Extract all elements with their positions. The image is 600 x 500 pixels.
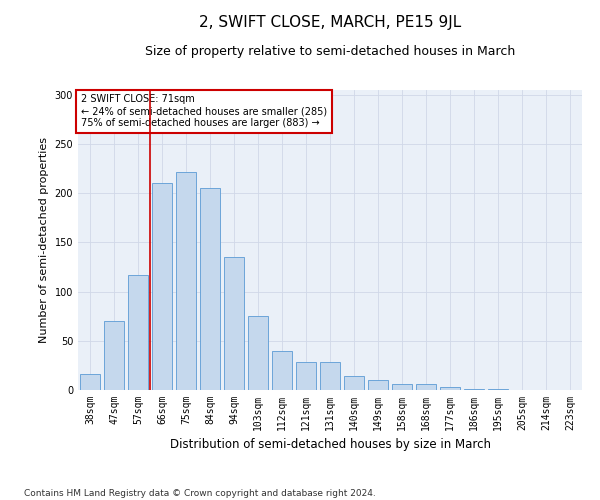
Bar [152,184,172,390]
Bar [80,374,100,390]
Bar [392,384,412,390]
Bar [104,321,124,390]
Bar [320,362,340,390]
Bar [200,188,220,390]
Bar [272,350,292,390]
Bar [440,387,460,390]
Bar [248,316,268,390]
Bar [464,389,484,390]
Text: Contains HM Land Registry data © Crown copyright and database right 2024.: Contains HM Land Registry data © Crown c… [24,488,376,498]
Y-axis label: Number of semi-detached properties: Number of semi-detached properties [39,137,49,343]
Text: 2, SWIFT CLOSE, MARCH, PE15 9JL: 2, SWIFT CLOSE, MARCH, PE15 9JL [199,15,461,30]
Bar [176,172,196,390]
Bar [368,380,388,390]
Bar [488,389,508,390]
Bar [416,384,436,390]
Bar [128,275,148,390]
X-axis label: Distribution of semi-detached houses by size in March: Distribution of semi-detached houses by … [170,438,491,452]
Text: Size of property relative to semi-detached houses in March: Size of property relative to semi-detach… [145,45,515,58]
Bar [344,376,364,390]
Bar [296,362,316,390]
Text: 2 SWIFT CLOSE: 71sqm
← 24% of semi-detached houses are smaller (285)
75% of semi: 2 SWIFT CLOSE: 71sqm ← 24% of semi-detac… [80,94,326,128]
Bar [224,257,244,390]
